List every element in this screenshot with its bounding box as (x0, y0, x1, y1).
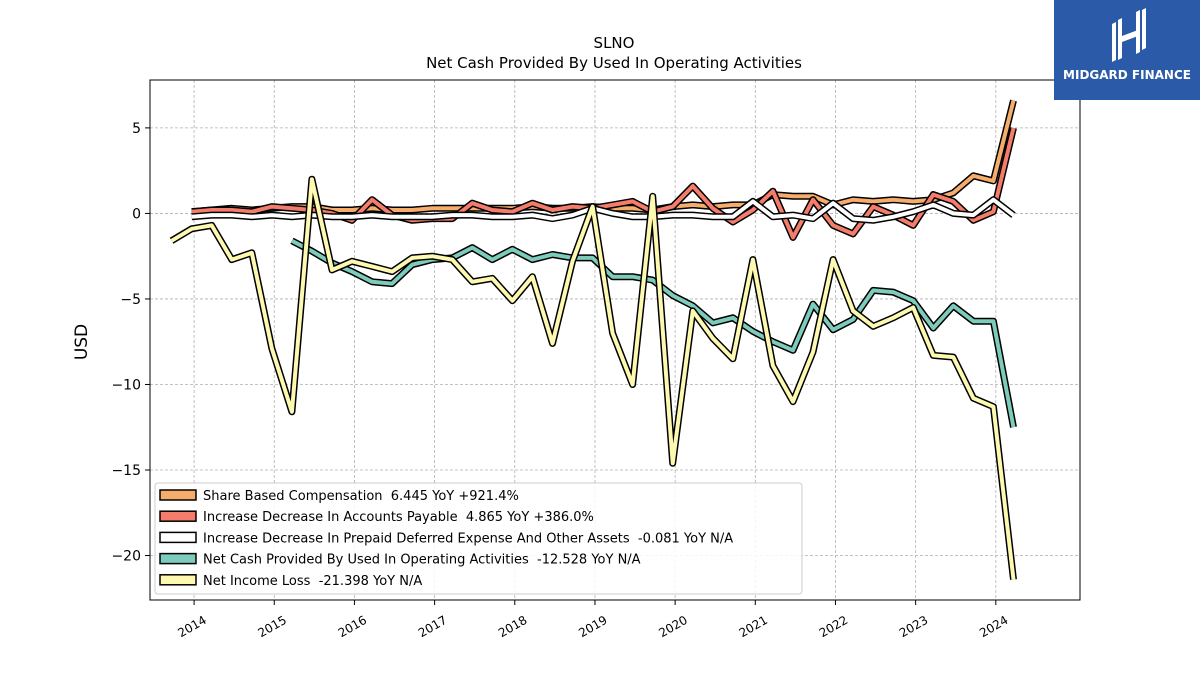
legend-label: Net Cash Provided By Used In Operating A… (203, 553, 641, 568)
x-tick-label: 2015 (256, 613, 289, 640)
legend-label: Increase Decrease In Accounts Payable 4.… (203, 510, 594, 525)
plot-frame (149, 79, 1081, 601)
x-tick-label: 2019 (576, 613, 609, 640)
legend-swatch (159, 531, 197, 544)
brand-name: MIDGARD FINANCE (1063, 68, 1191, 82)
x-tick-label: 2020 (656, 613, 689, 640)
legend-label: Share Based Compensation 6.445 YoY +921.… (203, 489, 519, 504)
legend-box (154, 482, 803, 595)
x-tick-label: 2014 (175, 613, 208, 640)
x-tick-label: 2023 (897, 613, 930, 640)
x-tick-label: 2024 (977, 613, 1010, 640)
legend-swatch (159, 574, 197, 586)
y-tick-label: 5 (132, 121, 141, 137)
series-line (169, 175, 1017, 580)
x-axis: 2014 2015 2016 2017 2018 2019 2020 2021 2022 2023… (175, 600, 1011, 640)
brand-logo: MIDGARD FINANCE (1054, 0, 1200, 100)
x-tick-label: 2017 (416, 613, 449, 640)
y-tick-label: 0 (132, 206, 141, 222)
series-line-stroke (191, 127, 1016, 240)
legend-label: Increase Decrease In Prepaid Deferred Ex… (203, 531, 733, 546)
legend: Share Based Compensation 6.445 YoY +921.… (154, 482, 803, 595)
series-line (191, 127, 1017, 241)
brand-logo-mark-icon (1112, 8, 1146, 62)
y-axis-label: USD (72, 324, 92, 360)
x-tick-label: 2016 (336, 613, 369, 640)
chart-subtitle: Net Cash Provided By Used In Operating A… (426, 54, 802, 72)
legend-label: Net Income Loss -21.398 YoY N/A (203, 574, 422, 589)
plot-lines (169, 99, 1017, 580)
y-axis: 5 0 −5 −10 −15 −20 (111, 121, 150, 565)
legend-swatch (159, 510, 197, 522)
series-line-stroke (191, 197, 1015, 223)
series-line (290, 237, 1017, 428)
series-line (191, 196, 1016, 224)
y-tick-label: −5 (120, 292, 141, 308)
y-tick-label: −20 (111, 549, 141, 565)
chart-title: SLNO (594, 34, 635, 52)
legend-swatch (159, 489, 197, 501)
series-line-stroke (170, 177, 1016, 580)
series-line-stroke (290, 239, 1016, 428)
legend-swatch (159, 552, 197, 565)
x-tick-label: 2022 (817, 613, 850, 640)
y-tick-label: −10 (111, 377, 141, 393)
x-tick-label: 2018 (496, 613, 529, 640)
x-tick-label: 2021 (737, 613, 770, 640)
y-tick-label: −15 (111, 463, 141, 479)
